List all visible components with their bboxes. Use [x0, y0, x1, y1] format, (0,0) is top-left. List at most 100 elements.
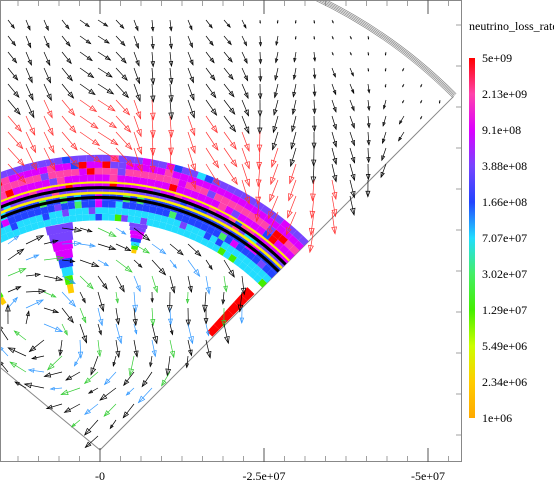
velocity-arrow	[258, 51, 263, 65]
velocity-arrow	[161, 371, 171, 387]
heatmap-cell	[15, 171, 25, 181]
velocity-arrow	[96, 339, 102, 358]
heatmap-cell	[94, 161, 103, 168]
velocity-arrow	[141, 371, 153, 388]
velocity-arrow	[115, 307, 121, 326]
velocity-arrow	[43, 131, 55, 154]
heatmap-cell	[263, 214, 274, 225]
velocity-arrow	[241, 19, 247, 29]
heatmap-cell	[235, 243, 245, 253]
heatmap-cell	[284, 249, 295, 260]
shell-ring	[0, 181, 290, 262]
velocity-arrow	[205, 163, 220, 187]
heatmap-cell	[256, 225, 267, 236]
velocity-arrow	[97, 243, 117, 251]
velocity-arrow	[61, 323, 68, 336]
edge-streak-cell	[240, 287, 255, 302]
heatmap-cell	[47, 205, 56, 213]
heatmap-cell	[142, 204, 151, 213]
heatmap-cell	[127, 215, 135, 223]
velocity-arrow	[150, 51, 156, 68]
velocity-arrow	[151, 323, 158, 345]
heatmap-cell	[210, 198, 221, 209]
velocity-arrow	[205, 19, 213, 29]
plume-cell	[129, 222, 148, 230]
heatmap-cell	[37, 220, 46, 229]
velocity-arrow	[349, 163, 356, 182]
heatmap-cell	[273, 214, 285, 225]
heatmap-cell	[173, 164, 184, 174]
velocity-arrow	[271, 147, 279, 168]
heatmap-cell	[282, 229, 293, 240]
velocity-arrow	[205, 275, 211, 295]
velocity-arrow	[310, 163, 317, 185]
heatmap-cell	[48, 211, 57, 220]
heatmap-cell	[86, 154, 95, 162]
velocity-arrow	[115, 83, 130, 99]
velocity-arrow	[331, 147, 338, 166]
velocity-arrow	[150, 67, 156, 86]
velocity-arrow	[239, 307, 245, 324]
velocity-arrow	[61, 307, 74, 324]
velocity-arrow	[205, 35, 214, 47]
velocity-arrow	[349, 51, 352, 56]
heatmap-cell	[78, 161, 87, 169]
colorbar-gradient	[469, 58, 475, 418]
velocity-arrow	[61, 240, 82, 247]
heatmap-cell	[60, 202, 69, 211]
heatmap-cell	[168, 210, 177, 220]
velocity-arrow	[7, 99, 21, 116]
wedge-left-edge	[0, 366, 101, 451]
heatmap-cell	[6, 230, 15, 240]
heatmap-cell	[275, 259, 286, 270]
velocity-arrow	[402, 67, 405, 72]
velocity-arrow	[115, 323, 123, 345]
velocity-arrow	[288, 179, 297, 202]
velocity-arrow	[79, 131, 101, 146]
velocity-arrow	[223, 19, 231, 28]
heatmap-cell	[67, 202, 76, 210]
heatmap-cell	[270, 254, 281, 265]
velocity-arrow	[97, 227, 117, 237]
heatmap-cell	[206, 225, 216, 235]
velocity-arrow	[241, 83, 249, 100]
shell-ring	[0, 186, 287, 266]
heatmap-cell	[190, 190, 200, 200]
velocity-arrow	[271, 131, 279, 151]
velocity-arrow	[258, 35, 263, 47]
velocity-arrow	[43, 323, 64, 333]
heatmap-cell	[265, 249, 275, 260]
velocity-arrow	[331, 67, 336, 78]
velocity-arrow	[73, 355, 81, 367]
velocity-arrow	[65, 371, 81, 381]
velocity-arrow	[169, 275, 176, 294]
velocity-arrow	[58, 339, 63, 357]
heatmap-cell	[128, 202, 137, 210]
velocity-arrow	[97, 19, 109, 27]
heatmap-cell	[13, 165, 24, 174]
velocity-arrow	[384, 83, 387, 88]
heatmap-cell	[247, 196, 258, 206]
heatmap-cell	[166, 217, 175, 226]
heatmap-cell	[88, 207, 96, 215]
heatmap-cell	[272, 229, 283, 240]
heatmap-cell	[95, 207, 103, 214]
heatmap-cell	[56, 176, 66, 185]
heatmap-cell	[38, 166, 48, 175]
heatmap-cell	[49, 177, 58, 186]
velocity-arrow	[223, 163, 238, 186]
velocity-arrow	[14, 381, 27, 389]
velocity-arrow	[133, 131, 143, 156]
velocity-arrow	[84, 419, 99, 436]
heatmap-cell	[218, 181, 230, 191]
heatmap-cell	[240, 246, 251, 257]
heatmap-cell	[258, 235, 268, 246]
heatmap-cell	[154, 180, 163, 189]
heatmap-cell	[34, 180, 43, 189]
velocity-arrow	[7, 286, 22, 293]
velocity-arrow	[133, 83, 141, 103]
axes-box	[0, 0, 462, 462]
velocity-arrow	[187, 115, 196, 137]
velocity-arrow	[125, 387, 135, 396]
colorbar-tick-label: 5e+09	[482, 51, 512, 65]
